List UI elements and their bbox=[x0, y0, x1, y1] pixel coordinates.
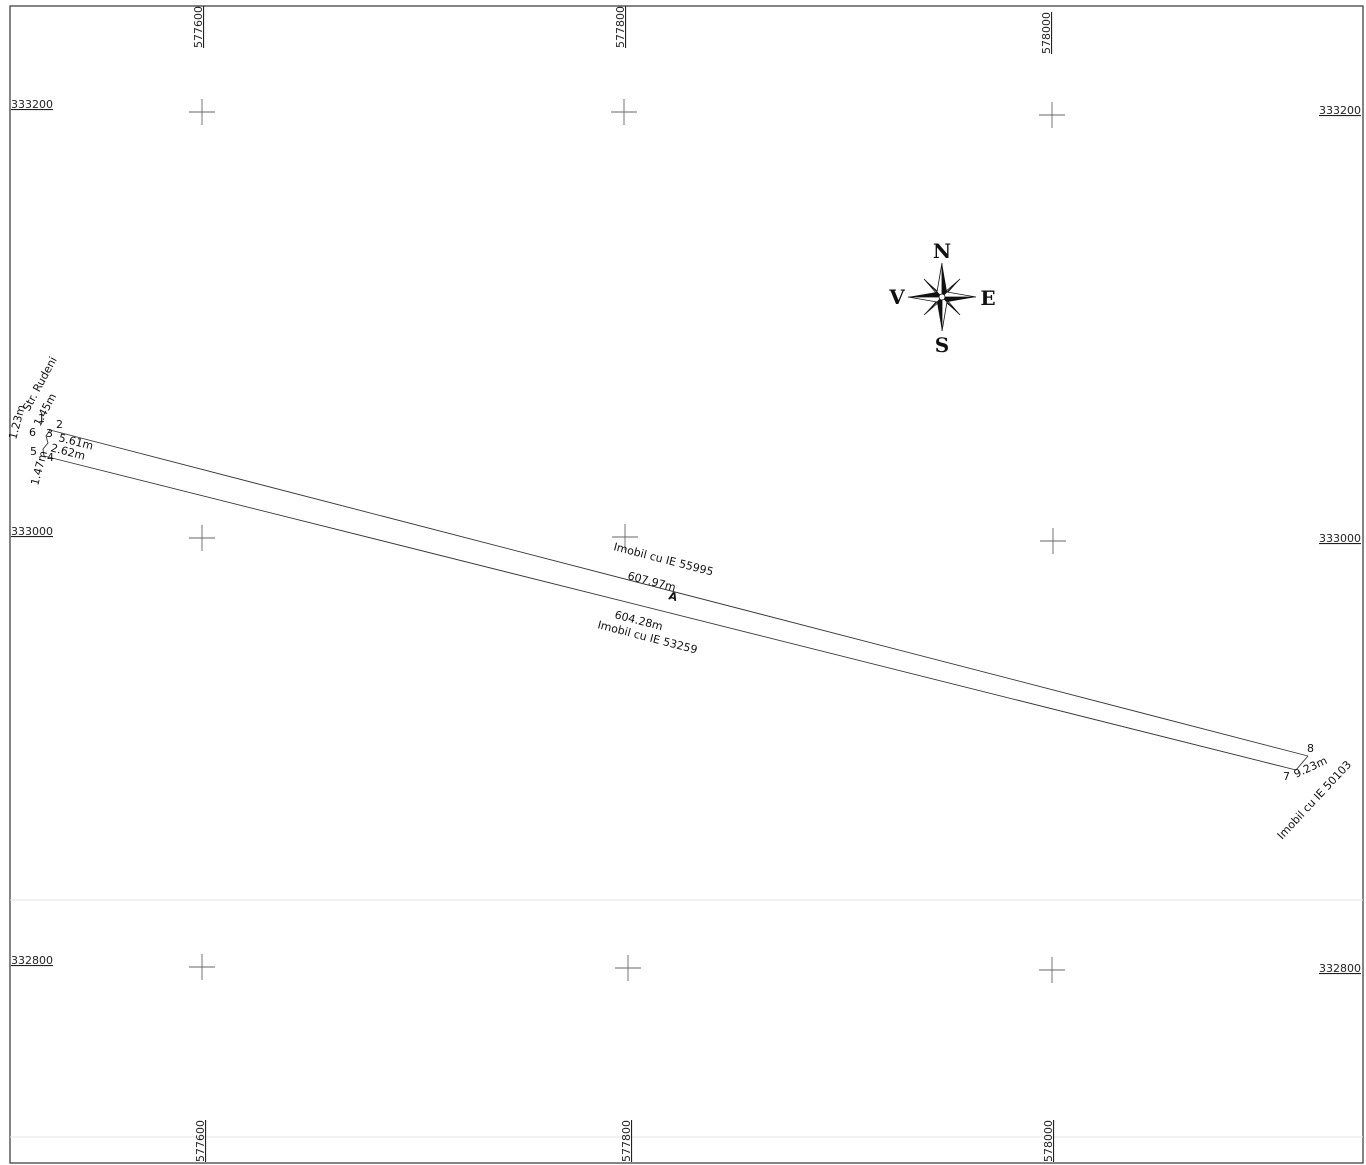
grid-cross bbox=[1040, 528, 1066, 554]
compass-north-point bbox=[937, 263, 942, 297]
northing-label-right: 333000 bbox=[1319, 532, 1361, 545]
parcel-south-side bbox=[44, 456, 1296, 770]
compass-south-point bbox=[937, 297, 942, 331]
compass-west-letter: V bbox=[888, 285, 905, 309]
point-label: 1 bbox=[38, 412, 45, 425]
northing-label-left: 333200 bbox=[11, 98, 53, 111]
compass-north-point bbox=[942, 263, 947, 297]
easting-label-top: 577600 bbox=[192, 6, 205, 48]
point-label: 6 bbox=[29, 426, 36, 439]
compass-south-point bbox=[942, 297, 947, 331]
grid-cross bbox=[615, 955, 641, 981]
easting-label-top: 578000 bbox=[1040, 12, 1053, 54]
point-label: 7 bbox=[1283, 770, 1290, 783]
compass-east-point bbox=[942, 297, 976, 302]
compass-center bbox=[939, 294, 945, 300]
parcel-north-side bbox=[50, 430, 1308, 756]
point-label: 2 bbox=[56, 418, 63, 431]
compass-west-point bbox=[908, 292, 942, 297]
grid-cross bbox=[189, 525, 215, 551]
easting-label-bottom: 578000 bbox=[1042, 1120, 1055, 1162]
compass-east-point bbox=[942, 292, 976, 297]
compass-west-point bbox=[908, 297, 942, 302]
point-label: 3 bbox=[46, 427, 53, 440]
easting-label-bottom: 577600 bbox=[194, 1120, 207, 1162]
compass-south-letter: S bbox=[935, 333, 949, 357]
east-side-length: 9.23m bbox=[1292, 754, 1329, 781]
easting-label-bottom: 577800 bbox=[620, 1120, 633, 1162]
point-label: 8 bbox=[1307, 742, 1314, 755]
northing-label-left: 332800 bbox=[11, 954, 53, 967]
compass-east-letter: E bbox=[980, 286, 995, 310]
compass-north-letter: N bbox=[933, 239, 951, 263]
northing-label-right: 332800 bbox=[1319, 962, 1361, 975]
grid-crosses bbox=[189, 99, 1066, 983]
grid-cross bbox=[189, 954, 215, 980]
easting-label-top: 577800 bbox=[614, 6, 627, 48]
map-frame bbox=[10, 6, 1363, 1163]
grid-cross bbox=[1039, 102, 1065, 128]
compass-rose bbox=[908, 263, 976, 331]
northing-label-right: 333200 bbox=[1319, 104, 1361, 117]
grid-cross bbox=[1039, 957, 1065, 983]
parcel-label: A bbox=[667, 589, 679, 604]
grid-cross bbox=[189, 99, 215, 125]
grid-cross bbox=[611, 99, 637, 125]
northing-label-left: 333000 bbox=[11, 525, 53, 538]
